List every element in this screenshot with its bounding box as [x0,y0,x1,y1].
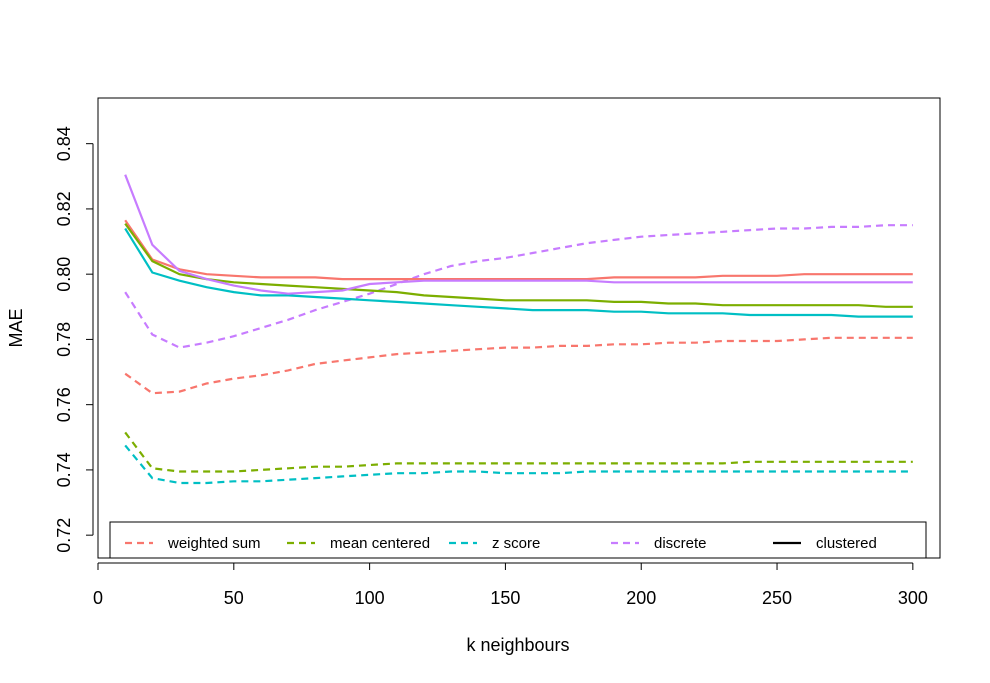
series-line-series-6-solid [124,222,913,308]
y-axis: 0.72 0.74 0.76 0.78 0.80 0.82 0.84 [54,126,94,553]
y-tick-label: 0.82 [54,191,74,226]
legend-label: mean centered [330,535,430,552]
series-line-mean-centered-dashed [124,431,913,473]
y-tick-label: 0.72 [54,518,74,553]
x-tick-label: 0 [93,588,103,608]
y-tick-label: 0.74 [54,452,74,487]
series-line-discrete-dashed [124,224,913,349]
y-axis-title: MAE [6,308,26,347]
series-line-series-8-solid [124,174,913,295]
legend-box [109,521,927,559]
x-axis-title: k neighbours [466,635,569,655]
y-tick-label: 0.78 [54,322,74,357]
series-line-series-5-solid [124,219,913,281]
series-line-series-7-solid [124,227,913,318]
series-layer [124,174,913,485]
series-line-z-score-dashed [124,444,913,485]
x-tick-label: 150 [490,588,520,608]
legend-label: weighted sum [167,535,261,552]
x-tick-label: 100 [355,588,385,608]
y-tick-label: 0.76 [54,387,74,422]
x-tick-label: 300 [898,588,928,608]
legend-label: clustered [816,535,877,552]
legend-label: discrete [654,535,707,552]
x-tick-label: 250 [762,588,792,608]
x-tick-label: 200 [626,588,656,608]
plot-frame [97,97,941,559]
legend-label: z score [492,535,540,552]
x-tick-label: 50 [224,588,244,608]
series-line-weighted-sum-dashed [124,336,913,395]
y-tick-label: 0.84 [54,126,74,161]
x-axis: 0 50 100 150 200 250 300 [93,562,928,608]
legend: weighted sum mean centered z score discrete… [109,521,927,559]
y-tick-label: 0.80 [54,257,74,292]
